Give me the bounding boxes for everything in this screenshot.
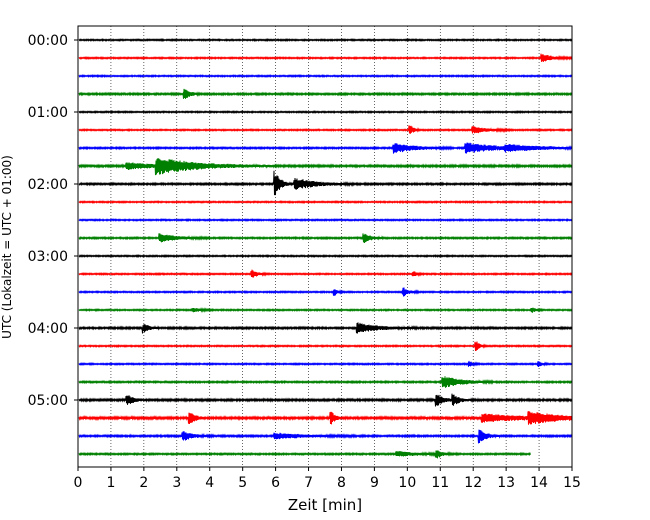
x-tick-label: 1 — [106, 475, 115, 491]
x-tick-label: 2 — [139, 475, 148, 491]
y-tick-label: 04:00 — [28, 321, 68, 337]
x-tick-label: 8 — [337, 475, 346, 491]
seismogram-trace — [78, 199, 573, 205]
seismogram-trace — [78, 253, 573, 259]
seismogram-trace — [78, 429, 573, 444]
seismogram-trace — [78, 73, 573, 79]
x-tick-label: 4 — [205, 475, 214, 491]
seismogram-trace — [78, 410, 573, 425]
seismogram-trace — [78, 341, 573, 351]
x-tick-label: 7 — [304, 475, 313, 491]
seismogram-trace — [78, 109, 573, 115]
seismogram-trace — [78, 307, 573, 313]
x-tick-label: 3 — [172, 475, 181, 491]
x-tick-label: 15 — [563, 475, 581, 491]
y-tick-label: 03:00 — [28, 249, 68, 265]
seismogram-trace — [78, 269, 573, 278]
seismogram-traces — [78, 37, 573, 459]
x-tick-label: 12 — [464, 475, 482, 491]
x-tick-label: 0 — [74, 475, 83, 491]
seismogram-trace — [78, 37, 573, 43]
seismogram-trace — [78, 157, 573, 176]
seismogram-trace — [78, 287, 573, 297]
x-tick-label: 6 — [271, 475, 280, 491]
y-axis: 00:00 01:00 02:00 03:00 04:00 05:00 — [28, 33, 78, 409]
x-axis-title: Zeit [min] — [288, 496, 362, 514]
x-tick-label: 14 — [530, 475, 548, 491]
seismogram-trace — [78, 88, 573, 99]
y-tick-label: 05:00 — [28, 393, 68, 409]
seismogram-trace — [78, 217, 573, 223]
y-axis-title: UTC (Lokalzeit = UTC + 01:00) — [0, 155, 14, 339]
seismogram-trace — [78, 360, 573, 367]
seismogram-trace — [78, 450, 531, 459]
y-tick-label: 02:00 — [28, 177, 68, 193]
x-tick-label: 11 — [431, 475, 449, 491]
seismogram-trace — [78, 125, 573, 134]
y-tick-label: 00:00 — [28, 33, 68, 49]
seismogram-trace — [78, 233, 573, 243]
seismogram-trace — [78, 322, 573, 334]
x-axis: 0 1 2 3 4 5 6 7 8 9 10 11 12 13 14 15 — [74, 467, 581, 491]
x-tick-label: 5 — [238, 475, 247, 491]
x-tick-label: 9 — [370, 475, 379, 491]
seismogram-trace — [78, 393, 573, 407]
seismogram-trace — [78, 170, 573, 196]
x-tick-label: 13 — [497, 475, 515, 491]
plot-frame — [77, 25, 573, 468]
seismogram-trace — [78, 376, 573, 388]
x-tick-label: 10 — [398, 475, 416, 491]
seismogram-trace — [78, 53, 573, 62]
y-tick-label: 01:00 — [28, 105, 68, 121]
seismogram-trace — [78, 142, 573, 154]
